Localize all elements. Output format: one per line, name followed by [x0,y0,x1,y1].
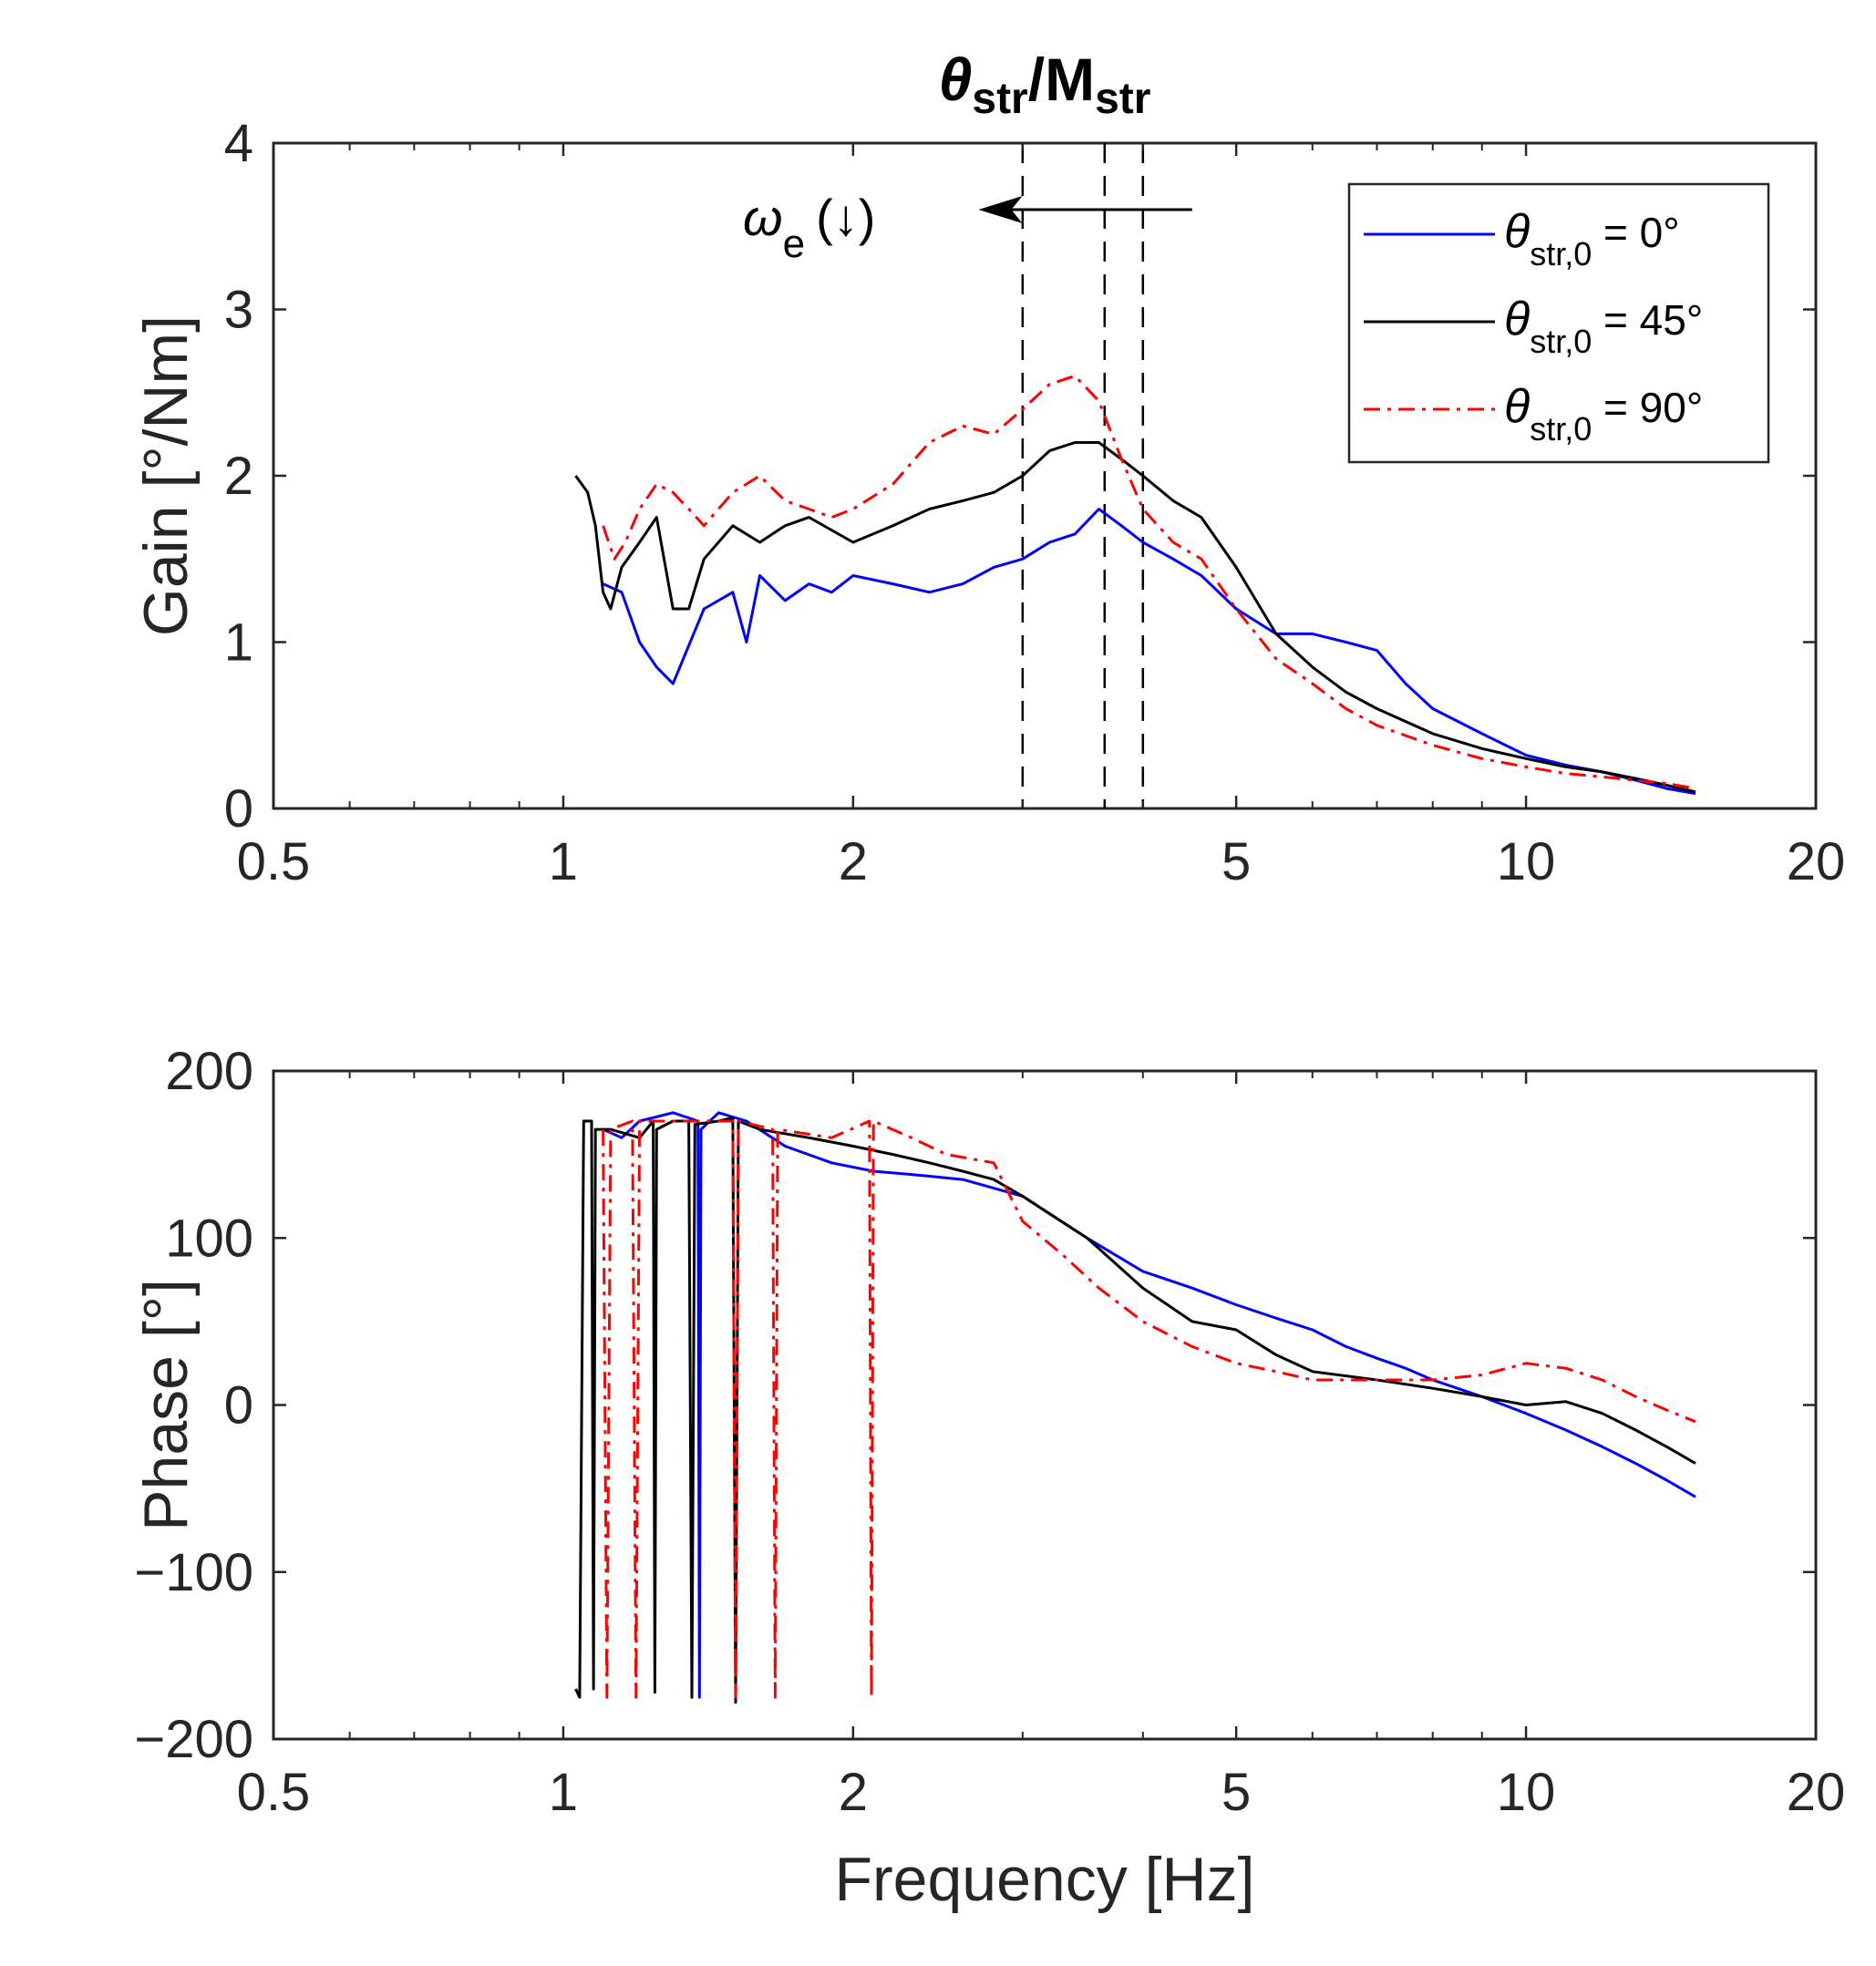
bot-series-3-line [602,1119,1696,1699]
x-tick-label-1: 1 [549,832,578,891]
annotation-arrow-head [978,196,1023,223]
y-tick-label-1: 1 [224,613,253,673]
legend-label-3: θstr,0 = 90° [1504,380,1703,448]
gain-series [574,375,1696,796]
x-tick-label-2: 2 [839,1763,868,1822]
gain-vlines [1021,143,1145,808]
y-tick-label-200: 200 [165,1042,253,1101]
title-theta: θ [939,46,973,113]
phase-axes-frame [272,1069,1818,1741]
legend: θstr,0 = 0° θstr,0 = 45° θstr,0 = 90° [1347,182,1770,464]
x-tick-label-2: 2 [839,832,868,891]
top-series-1-line [602,508,1696,796]
phase-series [574,1111,1696,1704]
title-sub-1: str [972,75,1027,123]
x-tick-label-5: 5 [1221,1763,1251,1822]
x-axis-label: Frequency [Hz] [834,1845,1254,1914]
x-tick-label-0-5: 0.5 [237,832,311,891]
y-tick-label-0: 0 [224,779,253,839]
y-tick-label-100: −100 [134,1543,253,1602]
annotation-arrow-text: (↓) [816,189,875,246]
phase-panel: 0.5 1 2 5 10 20 −200 −100 0 100 200 Phase [°] Freq… [131,1042,1845,1914]
legend-label-2: θstr,0 = 45° [1504,293,1703,360]
bot-series-2-line [574,1116,1696,1704]
y-tick-label-200: −200 [134,1710,253,1769]
x-tick-label-20: 20 [1787,832,1846,891]
x-tick-label-20: 20 [1787,1763,1846,1822]
bot-series-1-line [602,1111,1696,1699]
gain-y-axis-label: Gain [°/Nm] [131,315,201,636]
x-tick-label-0-5: 0.5 [237,1763,311,1822]
title-slash: / [1028,46,1045,113]
chart-title: θstr/Mstr [939,46,1151,123]
x-tick-label-5: 5 [1221,832,1251,891]
title-M: M [1045,46,1095,113]
phase-ticks: 0.5 1 2 5 10 20 −200 −100 0 100 200 [134,1042,1845,1822]
x-tick-label-10: 10 [1497,832,1556,891]
annotation-sub: e [783,221,805,266]
title-sub-2: str [1095,75,1150,123]
phase-y-axis-label: Phase [°] [131,1279,201,1531]
x-tick-label-10: 10 [1497,1763,1556,1822]
y-tick-label-2: 2 [224,447,253,506]
x-tick-label-1: 1 [549,1763,578,1822]
y-tick-label-4: 4 [224,114,253,173]
annotation-omega: ω [743,189,783,246]
top-series-3-line [602,375,1696,790]
gain-ticks: 0.5 1 2 5 10 20 0 1 2 3 4 [224,114,1846,891]
top-series-2-line [574,441,1696,794]
annotation-label: ωe (↓) [743,189,875,266]
omega-annotation: ωe (↓) [743,189,1192,266]
y-tick-label-3: 3 [224,281,253,340]
legend-label-1: θstr,0 = 0° [1504,205,1680,273]
y-tick-label-100: 100 [165,1209,253,1268]
y-tick-label-0: 0 [224,1376,253,1436]
